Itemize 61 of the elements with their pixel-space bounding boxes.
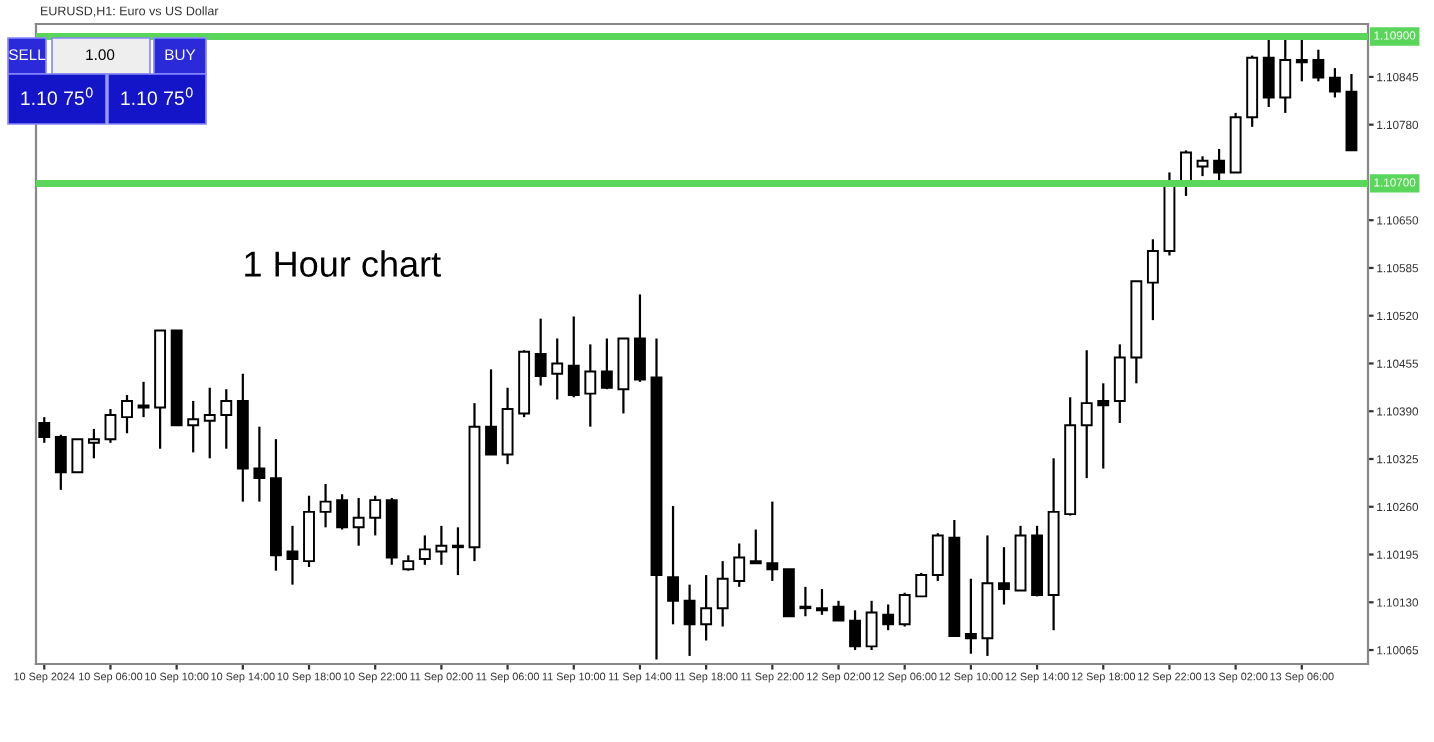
candlestick <box>220 388 233 450</box>
candlestick <box>1262 36 1275 109</box>
candlestick <box>1180 149 1192 198</box>
annotation: 1 Hour chart <box>245 250 441 277</box>
candlestick <box>667 504 679 626</box>
candlestick <box>1097 382 1110 470</box>
candlestick <box>749 528 762 565</box>
candlestick <box>849 609 861 652</box>
candlestick <box>832 599 845 622</box>
candlestick <box>634 293 646 383</box>
candlestick <box>1196 155 1209 178</box>
candlestick <box>766 500 779 583</box>
candlestick <box>816 587 828 616</box>
candlestick <box>882 603 895 632</box>
candlestick <box>87 427 100 460</box>
candlestick <box>733 542 746 588</box>
candlestick <box>137 380 150 419</box>
candlestick <box>782 568 795 618</box>
candlestick <box>551 337 564 401</box>
candlestick <box>865 599 878 652</box>
candlestick <box>534 317 547 387</box>
candlestick <box>352 496 365 547</box>
candlestick <box>1146 238 1159 322</box>
candlestick <box>1080 349 1093 480</box>
candlestick <box>964 577 977 655</box>
candlestick <box>319 482 332 529</box>
candlestick <box>369 494 382 537</box>
annotation: 1.10 75$^{0}$ <box>121 87 193 106</box>
candlestick <box>700 573 713 642</box>
candlestick <box>898 591 911 628</box>
candlestick <box>1279 36 1292 115</box>
candlestick <box>584 343 597 428</box>
candlestick <box>567 315 580 399</box>
candlestick <box>253 425 266 503</box>
candlestick <box>1113 343 1126 425</box>
annotation: 1.10 75$^{0}$ <box>21 87 93 106</box>
candlestick <box>485 368 497 456</box>
candlestick <box>931 532 944 583</box>
candlestick <box>38 416 51 444</box>
candlestick <box>600 337 613 391</box>
candlestick <box>435 524 448 566</box>
candlestick <box>501 386 514 466</box>
candlestick <box>915 571 928 598</box>
candlestick <box>203 386 216 460</box>
candlestick <box>187 399 200 454</box>
candlestick <box>452 526 464 577</box>
candlestick <box>71 438 84 474</box>
candlestick <box>336 493 349 531</box>
candlestick <box>1312 48 1325 83</box>
candlestick <box>998 546 1010 606</box>
candlestick <box>104 407 117 444</box>
candlestick <box>121 393 133 435</box>
candlestick <box>1213 147 1226 184</box>
candlestick <box>54 433 67 491</box>
candlestick <box>716 560 729 628</box>
candlestick <box>1328 66 1341 99</box>
candlestick <box>683 583 696 658</box>
candlestick <box>286 524 299 586</box>
candlestick <box>799 585 812 618</box>
candlestick <box>1295 36 1308 83</box>
candlestick <box>418 534 431 566</box>
